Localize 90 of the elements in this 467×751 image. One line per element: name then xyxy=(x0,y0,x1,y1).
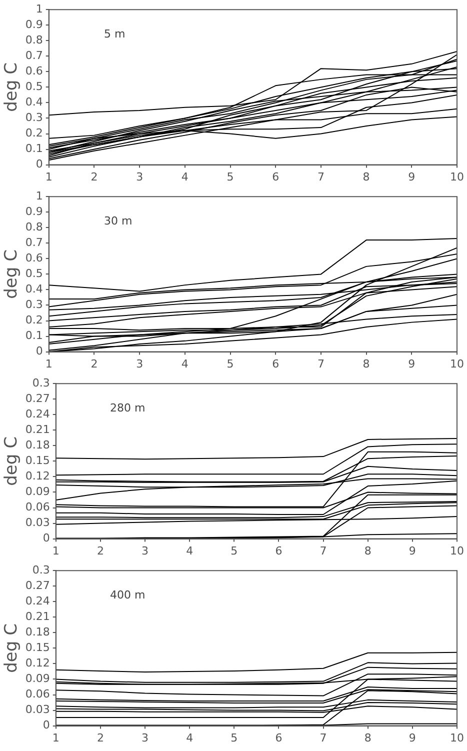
x-tick-label: 3 xyxy=(136,170,144,184)
y-tick-label: 0.06 xyxy=(25,500,50,514)
annotation: 30 m xyxy=(104,214,132,228)
x-tick-label: 10 xyxy=(450,170,464,184)
x-tick-label: 3 xyxy=(142,544,149,558)
x-tick-label: 8 xyxy=(362,357,370,370)
y-tick-label: 0.6 xyxy=(25,252,43,265)
y-tick-label: 0.27 xyxy=(25,392,50,405)
y-tick-label: 0.4 xyxy=(25,96,43,109)
x-tick-label: 10 xyxy=(450,731,464,744)
x-tick-label: 1 xyxy=(52,731,60,744)
y-tick-label: 0.27 xyxy=(25,578,50,592)
x-tick-label: 3 xyxy=(136,357,144,370)
x-tick-label: 9 xyxy=(408,731,416,744)
x-tick-label: 9 xyxy=(408,357,416,370)
y-axis-title: deg C xyxy=(2,624,22,673)
x-tick-label: 5 xyxy=(230,731,238,744)
y-tick-label: 0 xyxy=(42,718,50,732)
y-tick-label: 0.5 xyxy=(25,267,43,280)
y-tick-label: 0.24 xyxy=(25,594,50,608)
x-tick-label: 7 xyxy=(320,544,327,558)
y-tick-label: 0.7 xyxy=(25,49,43,62)
y-tick-label: 0.8 xyxy=(25,220,43,234)
annotation: 5 m xyxy=(104,27,126,40)
annotation: 280 m xyxy=(110,401,146,414)
y-tick-label: 0.12 xyxy=(25,656,50,670)
x-tick-label: 1 xyxy=(52,544,60,558)
y-tick-label: 0.3 xyxy=(25,298,43,312)
y-tick-label: 0 xyxy=(36,158,43,171)
y-tick-label: 0.9 xyxy=(25,18,43,31)
y-tick-label: 1 xyxy=(36,189,43,202)
x-tick-label: 7 xyxy=(320,731,327,744)
y-tick-label: 0.1 xyxy=(25,329,43,342)
y-tick-label: 0.2 xyxy=(25,126,43,140)
y-tick-label: 0.18 xyxy=(25,626,50,639)
y-tick-label: 0.12 xyxy=(25,470,50,483)
x-tick-label: 8 xyxy=(362,170,370,184)
y-tick-label: 0.4 xyxy=(25,282,43,296)
y-tick-label: 0.09 xyxy=(25,672,50,686)
y-axis-title: deg C xyxy=(2,250,22,299)
y-axis-title: deg C xyxy=(2,62,22,112)
y-tick-label: 0.3 xyxy=(32,563,50,576)
y-tick-label: 0 xyxy=(36,344,43,358)
y-tick-label: 0.6 xyxy=(25,64,43,78)
y-tick-label: 1 xyxy=(36,2,43,16)
x-tick-label: 5 xyxy=(230,544,238,558)
y-tick-label: 0.8 xyxy=(25,34,43,46)
x-tick-label: 7 xyxy=(317,357,324,370)
y-tick-label: 0.9 xyxy=(25,204,43,218)
y-tick-label: 0.3 xyxy=(32,376,50,390)
x-tick-label: 10 xyxy=(450,357,464,370)
x-tick-label: 2 xyxy=(96,731,104,744)
x-tick-label: 9 xyxy=(408,544,416,558)
y-tick-label: 0.24 xyxy=(25,408,50,420)
x-tick-label: 6 xyxy=(275,544,282,558)
x-tick-label: 5 xyxy=(226,170,234,184)
y-tick-label: 0 xyxy=(42,532,50,545)
x-tick-label: 9 xyxy=(408,170,416,184)
y-tick-label: 0.15 xyxy=(25,641,50,654)
x-tick-label: 6 xyxy=(275,731,282,744)
y-tick-label: 0.15 xyxy=(25,454,50,468)
x-tick-label: 4 xyxy=(186,544,194,558)
y-tick-label: 0.1 xyxy=(25,142,43,156)
x-tick-label: 7 xyxy=(317,170,324,184)
y-tick-label: 0.21 xyxy=(25,423,50,436)
y-tick-label: 0.3 xyxy=(25,111,43,124)
x-tick-label: 4 xyxy=(181,170,188,184)
x-tick-label: 8 xyxy=(364,731,372,744)
y-tick-label: 0.09 xyxy=(25,485,50,498)
y-tick-label: 0.2 xyxy=(25,314,43,327)
x-tick-label: 3 xyxy=(142,731,149,744)
annotation: 400 m xyxy=(110,588,146,602)
x-tick-label: 6 xyxy=(272,170,280,184)
y-axis-title: deg C xyxy=(2,436,22,486)
x-tick-label: 4 xyxy=(186,731,194,744)
x-tick-label: 6 xyxy=(272,357,280,370)
x-tick-label: 2 xyxy=(90,357,98,370)
x-tick-label: 5 xyxy=(226,357,234,370)
y-tick-label: 0.03 xyxy=(25,703,50,716)
y-tick-label: 0.06 xyxy=(25,688,50,701)
y-tick-label: 0.5 xyxy=(25,80,43,94)
y-tick-label: 0.21 xyxy=(25,610,50,624)
y-tick-label: 0.03 xyxy=(25,516,50,530)
x-tick-label: 4 xyxy=(181,357,188,370)
x-tick-label: 10 xyxy=(450,544,464,558)
x-tick-label: 2 xyxy=(96,544,104,558)
y-tick-label: 0.7 xyxy=(25,236,43,250)
x-tick-label: 2 xyxy=(90,170,98,184)
x-tick-label: 8 xyxy=(364,544,372,558)
y-tick-label: 0.18 xyxy=(25,438,50,452)
